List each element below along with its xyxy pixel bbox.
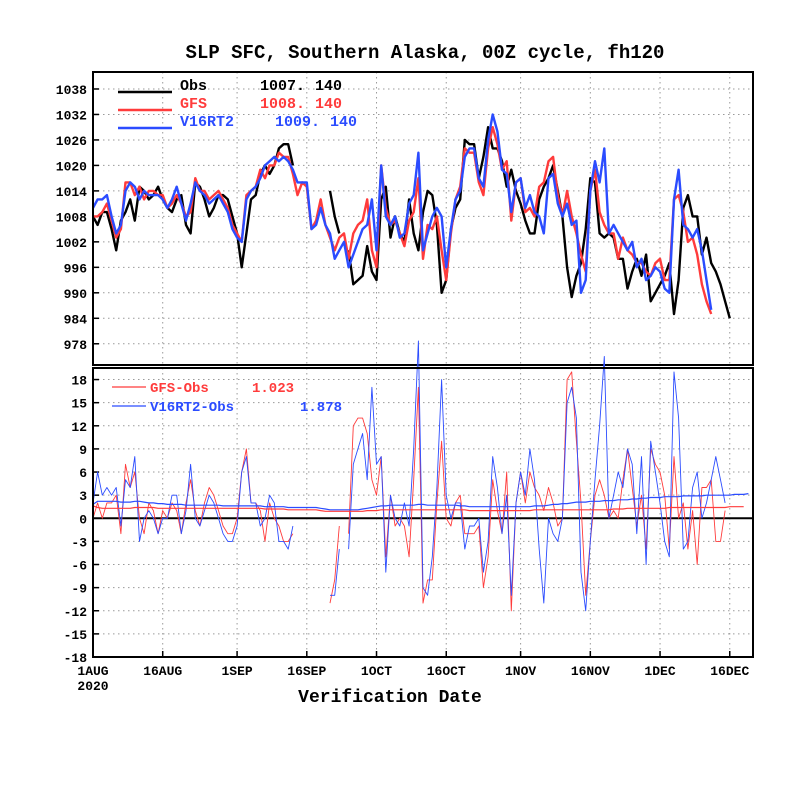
bottom-y-tick-label: -9 [71,582,87,597]
bottom-y-tick-label: -15 [64,628,88,643]
x-tick-label: 16NOV [571,664,610,679]
x-tick-label: 1NOV [505,664,536,679]
top-y-tick-label: 1020 [56,159,87,174]
x-tick-label: 1AUG [77,664,108,679]
bottom-y-tick-label: -3 [71,535,87,550]
bottom-y-tick-label: 15 [71,397,87,412]
x-axis: 1AUG 16AUG 1SEP 16SEP 1OCT 16OCT 1NOV 16NOV 1DEC… [77,651,749,694]
bottom-y-tick-label: -6 [71,559,87,574]
top-panel-slp: 978 984 990 996 1002 1008 1014 1020 1026 1032 1038… [56,71,754,366]
bottom-y-tick-label: -12 [64,605,88,620]
legend-count: 140 [315,96,342,113]
bottom-panel-bias: -18 -15 -12 -9 -6 -3 0 3 6 9 12 15 18 GFS-Obs 1.023 V1… [64,340,754,666]
top-y-tick-label: 996 [64,261,88,276]
top-panel-frame [92,71,754,366]
legend-mean: 1009. [275,114,320,131]
x-axis-label: Verification Date [298,688,482,708]
bottom-panel-series [92,340,749,612]
x-tick-label: 16DEC [710,664,749,679]
legend-name: GFS [180,96,207,113]
bottom-panel-frame [92,367,754,658]
x-tick-label: 1DEC [644,664,675,679]
legend-count: 140 [315,78,342,95]
bottom-y-tick-label: 0 [79,512,87,527]
top-y-tick-label: 1002 [56,236,87,251]
top-y-tick-label: 978 [64,338,88,353]
top-panel-y-ticks: 978 984 990 996 1002 1008 1014 1020 1026 1032 1038 [56,83,99,353]
bottom-y-tick-label: 12 [71,420,87,435]
top-panel-series [91,113,731,319]
top-y-tick-label: 1014 [56,185,87,200]
legend-name: V16RT2-Obs [150,400,234,416]
x-tick-label: 16OCT [427,664,466,679]
chart-title: SLP SFC, Southern Alaska, 00Z cycle, fh1… [186,42,665,64]
legend-name: Obs [180,78,207,95]
legend-name: V16RT2 [180,114,234,131]
bottom-panel-y-ticks: -18 -15 -12 -9 -6 -3 0 3 6 9 12 15 18 [64,374,99,666]
legend-mean: 1008. [260,96,305,113]
bottom-y-tick-label: -18 [64,651,88,666]
top-y-tick-label: 1032 [56,108,87,123]
top-y-tick-label: 990 [64,287,88,302]
legend-mean: 1007. [260,78,305,95]
legend-value: 1.023 [252,381,294,397]
x-tick-label: 16AUG [143,664,182,679]
legend-name: GFS-Obs [150,381,209,397]
series-line-v16rt2-obs-mean [92,493,749,511]
x-tick-label: 16SEP [287,664,326,679]
top-y-tick-label: 1038 [56,83,87,98]
series-line-v16rt2-obs [92,340,726,612]
bottom-y-tick-label: 3 [79,489,87,504]
top-y-tick-label: 984 [64,312,88,327]
x-tick-year-label: 2020 [77,679,108,694]
x-tick-label: 1OCT [361,664,392,679]
series-line-v16rt2 [91,113,713,310]
bottom-y-tick-label: 6 [79,466,87,481]
bottom-panel-legend: GFS-Obs 1.023 V16RT2-Obs 1.878 [112,381,342,416]
bottom-y-tick-label: 18 [71,374,87,389]
legend-value: 1.878 [300,400,342,416]
top-y-tick-label: 1008 [56,210,87,225]
x-tick-label: 1SEP [221,664,252,679]
top-y-tick-label: 1026 [56,134,87,149]
legend-count: 140 [330,114,357,131]
bottom-y-tick-label: 9 [79,443,87,458]
series-line-obs [91,126,731,319]
series-line-gfs-obs-mean [92,505,744,512]
